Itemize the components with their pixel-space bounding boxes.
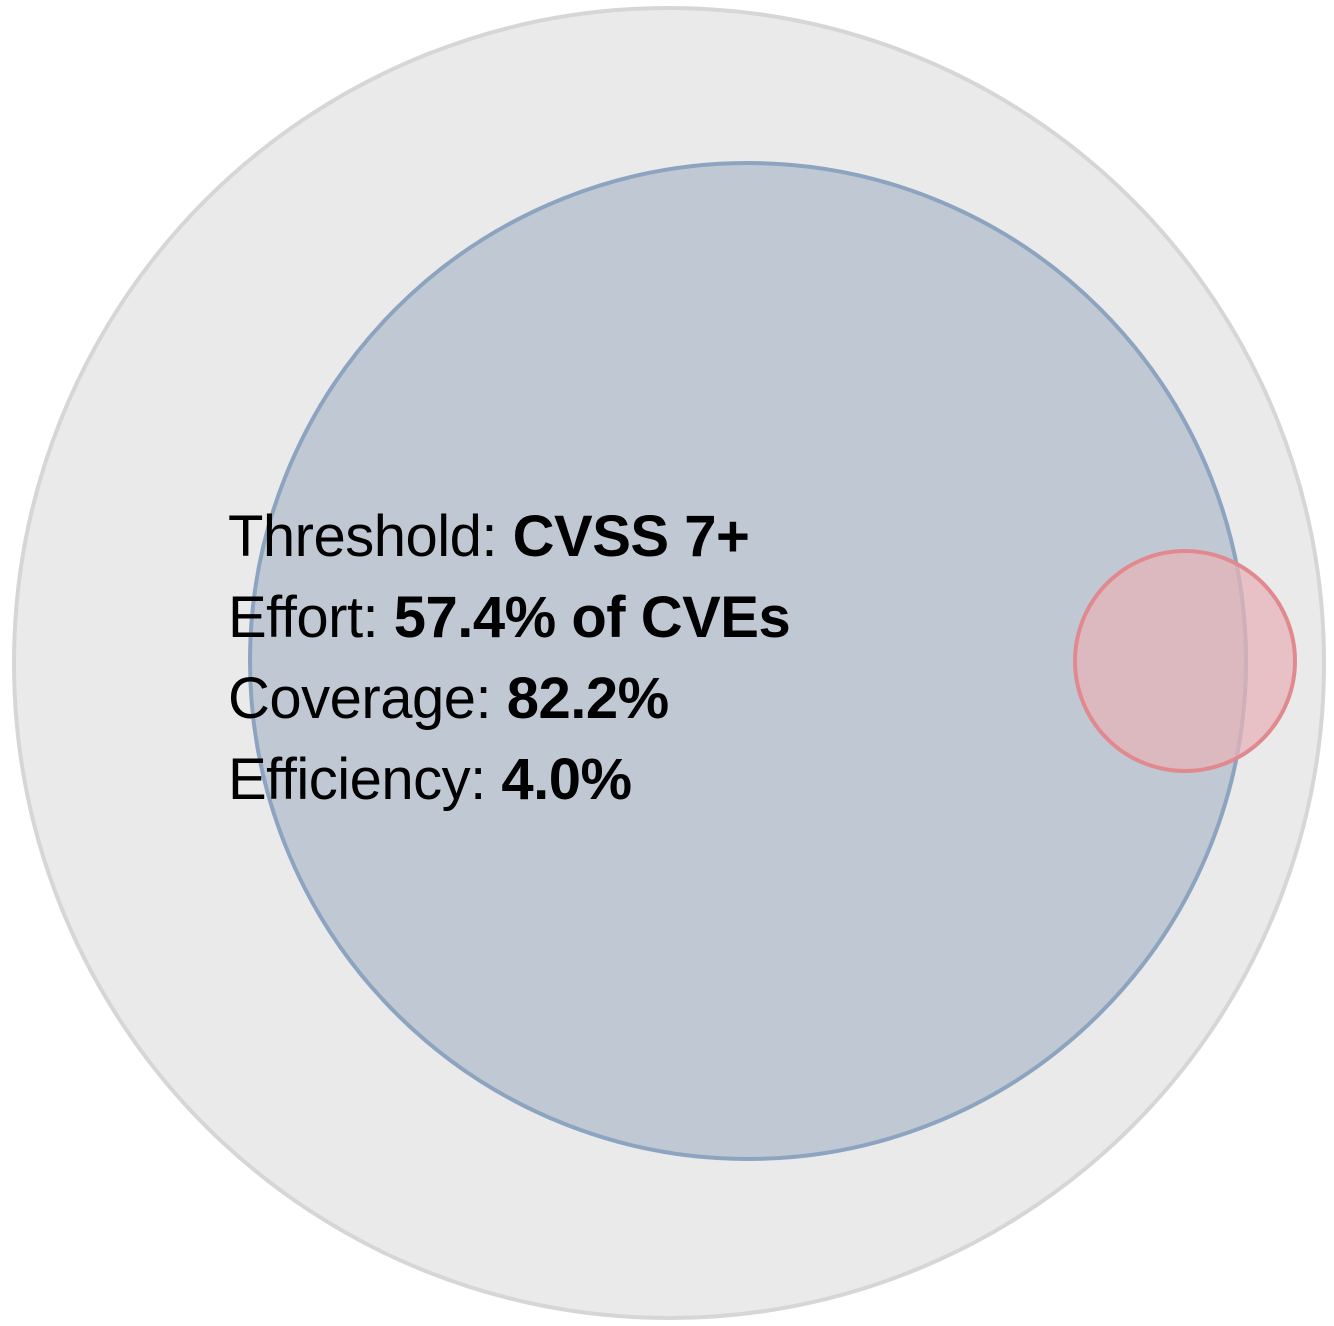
efficiency-row: Efficiency: 4.0% [228, 739, 790, 820]
effort-value: 57.4% of CVEs [393, 585, 791, 650]
coverage-row: Coverage: 82.2% [228, 658, 790, 739]
effort-row: Effort: 57.4% of CVEs [228, 577, 791, 658]
stats-panel: Threshold: CVSS 7+ Effort: 57.4% of CVEs… [228, 496, 791, 820]
coverage-label: Coverage: [228, 666, 492, 731]
efficiency-value: 4.0% [501, 747, 632, 812]
threshold-value: CVSS 7+ [512, 504, 750, 569]
threshold-label: Threshold: [228, 504, 498, 569]
coverage-value: 82.2% [506, 666, 669, 731]
exploited-cves-circle [1073, 549, 1297, 773]
efficiency-label: Efficiency: [228, 747, 486, 812]
threshold-row: Threshold: CVSS 7+ [228, 496, 790, 577]
effort-label: Effort: [228, 585, 379, 650]
